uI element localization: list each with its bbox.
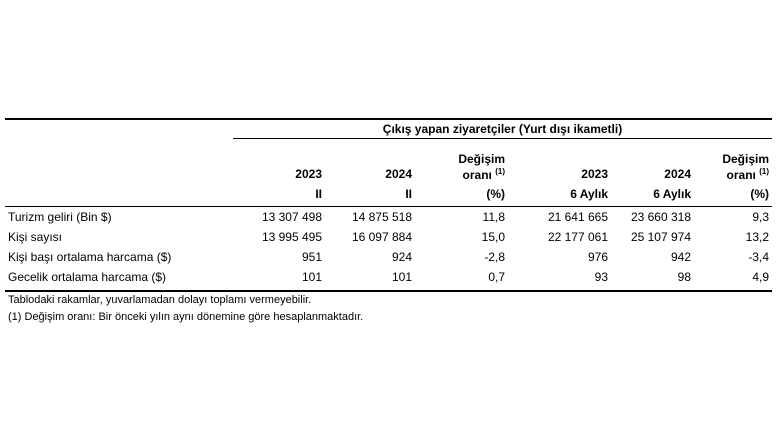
column-group-rule — [233, 138, 772, 139]
table-cell: 101 — [391, 270, 412, 284]
column-header-change-title: Değişim — [458, 152, 505, 166]
table-top-rule — [5, 118, 772, 120]
table-cell: 13 995 495 — [261, 230, 322, 244]
table-cell: 15,0 — [481, 230, 505, 244]
header-rule — [5, 206, 772, 207]
table-cell: 4,9 — [752, 270, 769, 284]
table-cell: 13 307 498 — [261, 210, 322, 224]
row-label: Gecelik ortalama harcama ($) — [8, 270, 167, 284]
table-cell: 942 — [670, 250, 691, 264]
row-label: Turizm geliri (Bin $) — [8, 210, 112, 224]
table-cell: 93 — [594, 270, 608, 284]
column-header-period: II — [315, 187, 322, 201]
column-header-change-title: Değişim — [722, 152, 769, 166]
table-cell: 98 — [677, 270, 691, 284]
table-cell: 9,3 — [752, 210, 769, 224]
table-cell: 13,2 — [745, 230, 769, 244]
table-cell: -2,8 — [484, 250, 505, 264]
column-group-title: Çıkış yapan ziyaretçiler (Yurt dışı ikam… — [382, 122, 623, 136]
column-header-unit: (%) — [486, 187, 505, 201]
column-header-year: 2023 — [581, 167, 608, 181]
column-header-period: 6 Aylık — [570, 187, 608, 201]
table-cell: 976 — [587, 250, 608, 264]
column-header-period: II — [405, 187, 412, 201]
table-cell: 23 660 318 — [630, 210, 691, 224]
row-label: Kişi başı ortalama harcama ($) — [8, 250, 172, 264]
table-bottom-rule — [5, 290, 772, 292]
column-header-period: 6 Aylık — [653, 187, 691, 201]
column-header-year: 2024 — [664, 167, 691, 181]
table-cell: 101 — [301, 270, 322, 284]
table-cell: 924 — [391, 250, 412, 264]
column-header-year: 2024 — [385, 167, 412, 181]
table-cell: 951 — [301, 250, 322, 264]
footnote-marker: (1) — [759, 167, 769, 176]
column-header-change-subtitle: oranı (1) — [691, 167, 769, 183]
table-cell: 21 641 665 — [547, 210, 608, 224]
table-cell: 16 097 884 — [351, 230, 412, 244]
table-cell: 22 177 061 — [547, 230, 608, 244]
table-cell: -3,4 — [748, 250, 769, 264]
table-cell: 0,7 — [488, 270, 505, 284]
table-cell: 25 107 974 — [630, 230, 691, 244]
table-cell: 11,8 — [482, 210, 505, 224]
column-header-change-label: oranı — [726, 168, 756, 182]
footnote-change-rate: (1) Değişim oranı: Bir önceki yılın aynı… — [8, 311, 364, 323]
column-header-change-subtitle: oranı (1) — [412, 167, 505, 183]
footnote-marker: (1) — [495, 167, 505, 176]
column-header-change-label: oranı — [462, 168, 492, 182]
column-header-unit: (%) — [750, 187, 769, 201]
column-header-year: 2023 — [295, 167, 322, 181]
footnote-rounding: Tablodaki rakamlar, yuvarlamadan dolayı … — [8, 294, 312, 306]
table-cell: 14 875 518 — [351, 210, 412, 224]
row-label: Kişi sayısı — [8, 230, 63, 244]
